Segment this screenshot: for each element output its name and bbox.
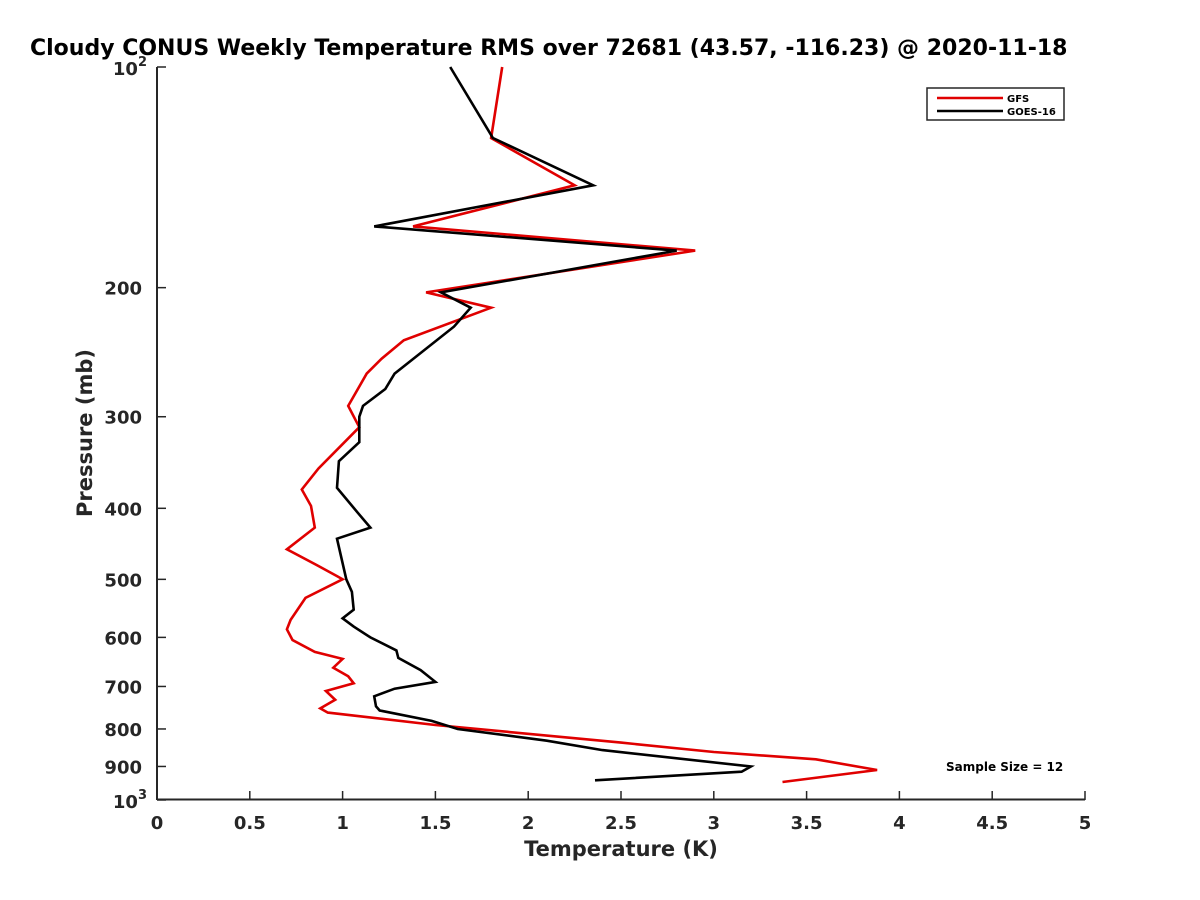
x-tick-label: 4 [893,813,906,834]
x-tick-label: 2 [522,813,535,834]
sample-size-annotation: Sample Size = 12 [946,760,1063,774]
y-tick-label: 300 [104,408,142,429]
x-tick-label: 1.5 [419,813,451,834]
chart-title: Cloudy CONUS Weekly Temperature RMS over… [30,36,1067,61]
legend-label-gfs: GFS [1007,94,1029,105]
axes [156,67,1085,801]
x-axis-label: Temperature (K) [524,837,718,861]
y-tick-label-power: 102 [113,55,147,80]
y-ticks: 200 300 400 500 600 700 800 900 102 103 [104,55,166,813]
x-tick-label: 3 [708,813,721,834]
x-tick-label: 3.5 [791,813,823,834]
y-tick-label: 500 [104,570,142,591]
x-tick-label: 4.5 [976,813,1008,834]
x-tick-label: 0.5 [234,813,266,834]
legend: GFS GOES-16 [926,87,1065,121]
legend-label-goes16: GOES-16 [1007,107,1056,118]
x-tick-label: 5 [1079,813,1092,834]
x-ticks: 0 0.5 1 1.5 2 2.5 3 3.5 4 4.5 5 [151,791,1092,834]
x-tick-label: 1 [336,813,349,834]
y-tick-label: 400 [104,499,142,520]
x-tick-label: 2.5 [605,813,637,834]
series-line-goes16 [335,66,756,782]
y-tick-label: 800 [104,720,142,741]
y-tick-label: 900 [104,757,142,778]
y-tick-label: 200 [104,279,142,300]
y-axis-label: Pressure (mb) [73,349,97,517]
y-tick-label: 600 [104,628,142,649]
series-lines [284,66,878,784]
series-line-gfs [284,66,878,784]
legend-box [926,87,1065,121]
x-tick-label: 0 [151,813,164,834]
y-tick-label-power: 103 [113,788,147,813]
y-tick-label: 700 [104,677,142,698]
